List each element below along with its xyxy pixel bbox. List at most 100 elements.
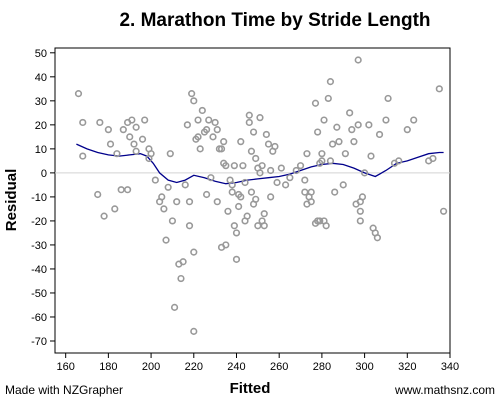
x-tick-label: 280 xyxy=(313,361,331,373)
y-tick-label: 50 xyxy=(35,48,47,60)
data-point xyxy=(318,157,326,165)
data-point xyxy=(190,97,198,105)
data-point xyxy=(222,241,230,249)
data-point xyxy=(247,188,256,196)
data-point xyxy=(94,190,102,199)
x-tick-label: 320 xyxy=(398,361,416,373)
data-point xyxy=(202,126,211,134)
data-point xyxy=(360,169,369,177)
data-point xyxy=(373,234,382,242)
data-point xyxy=(222,162,230,170)
data-point xyxy=(320,116,328,124)
data-point xyxy=(181,181,189,189)
data-point xyxy=(307,188,315,196)
data-point xyxy=(239,162,247,170)
data-point xyxy=(230,162,238,170)
data-point xyxy=(322,222,330,230)
data-point xyxy=(151,176,159,184)
data-point xyxy=(365,121,373,129)
data-point xyxy=(286,174,294,182)
x-tick-label: 200 xyxy=(142,361,160,373)
data-point xyxy=(258,162,266,170)
data-point xyxy=(241,178,249,187)
x-tick-label: 300 xyxy=(355,361,373,373)
y-tick-label: 10 xyxy=(35,144,47,156)
data-point xyxy=(207,174,215,182)
data-point xyxy=(333,123,341,131)
data-point xyxy=(132,147,140,155)
data-point xyxy=(160,205,168,213)
data-point xyxy=(202,190,211,199)
data-point xyxy=(358,193,367,201)
data-point xyxy=(74,90,83,98)
data-point xyxy=(314,128,322,136)
data-point xyxy=(262,130,270,139)
data-point xyxy=(296,162,305,170)
data-point xyxy=(232,255,241,263)
data-point xyxy=(328,140,337,148)
x-axis-title: Fitted xyxy=(230,380,271,397)
data-point xyxy=(382,116,390,124)
data-point xyxy=(429,154,437,163)
data-point xyxy=(190,248,198,256)
data-point xyxy=(354,56,362,64)
data-point xyxy=(123,186,132,194)
data-point xyxy=(316,217,324,225)
data-point xyxy=(132,123,140,131)
x-tick-label: 340 xyxy=(441,361,459,373)
data-point xyxy=(267,193,275,201)
data-point xyxy=(346,109,354,117)
data-point xyxy=(245,118,253,127)
data-point xyxy=(126,133,134,141)
smoothed-trend-line xyxy=(76,143,444,185)
data-point xyxy=(311,99,320,107)
data-point xyxy=(267,166,275,175)
data-point xyxy=(170,303,179,311)
data-point xyxy=(350,138,358,146)
data-point xyxy=(228,188,236,196)
data-point xyxy=(301,188,309,196)
y-tick-label: 40 xyxy=(35,72,47,84)
data-point xyxy=(260,222,268,230)
data-point xyxy=(277,164,285,172)
data-point xyxy=(264,140,273,148)
data-point xyxy=(243,212,251,220)
data-point xyxy=(301,176,309,184)
x-tick-label: 240 xyxy=(227,361,245,373)
data-point xyxy=(188,90,196,98)
data-point xyxy=(395,157,403,165)
data-point xyxy=(252,195,260,203)
y-tick-label: -20 xyxy=(31,216,47,228)
data-point xyxy=(339,181,347,189)
data-point xyxy=(111,205,119,213)
y-tick-label: 20 xyxy=(35,120,47,132)
data-point xyxy=(177,274,185,283)
data-point xyxy=(190,327,198,335)
data-point xyxy=(119,126,127,134)
data-point xyxy=(326,157,335,165)
data-point xyxy=(194,116,202,124)
data-point xyxy=(179,258,187,266)
data-point xyxy=(235,202,243,211)
plot-area-frame xyxy=(54,47,451,354)
data-point xyxy=(141,116,149,124)
data-point xyxy=(331,188,339,196)
data-point xyxy=(247,147,256,155)
data-point xyxy=(113,150,121,158)
data-point xyxy=(104,126,112,134)
data-point xyxy=(356,207,364,215)
data-point xyxy=(410,116,418,124)
data-point xyxy=(106,140,115,148)
data-point xyxy=(335,138,343,146)
data-point xyxy=(230,222,238,230)
data-point xyxy=(100,212,108,220)
x-tick-label: 260 xyxy=(270,361,288,373)
data-point xyxy=(354,121,362,129)
data-point xyxy=(196,145,204,153)
data-point xyxy=(435,85,443,93)
data-point xyxy=(198,106,206,115)
footer-credit: Made with NZGrapher xyxy=(5,383,124,397)
data-point xyxy=(205,116,213,124)
x-tick-label: 160 xyxy=(56,361,74,373)
data-point xyxy=(194,133,202,141)
